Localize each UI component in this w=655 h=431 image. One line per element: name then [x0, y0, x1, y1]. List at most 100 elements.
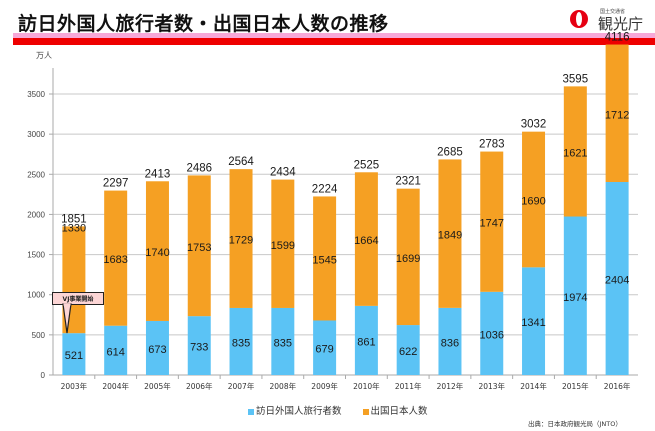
segment-value-label: 1330	[62, 222, 86, 234]
bar-segment-outbound	[271, 179, 295, 308]
total-value-label: 2685	[437, 146, 463, 158]
bar-segment-outbound	[396, 188, 420, 326]
bar-segment-outbound	[229, 169, 253, 308]
chart-legend: 訪日外国人旅行者数 出国日本人数	[248, 403, 446, 417]
total-value-label: 2224	[312, 183, 338, 195]
bar-segment-outbound	[354, 172, 378, 306]
title-underline-pink	[13, 33, 655, 39]
segment-value-label: 1699	[396, 253, 420, 265]
total-value-label: 2297	[103, 178, 129, 190]
bar-segment-visitors	[605, 181, 629, 375]
segment-value-label: 1712	[605, 109, 629, 121]
segment-value-label: 521	[65, 350, 83, 362]
bar-segment-outbound	[313, 196, 337, 321]
y-tick-label: 0	[41, 371, 46, 380]
bar-segment-visitors	[187, 316, 211, 375]
logo-ministry-text: 国土交通省	[600, 9, 626, 15]
bar-segment-visitors	[62, 333, 86, 375]
x-tick-label: 2004年	[102, 381, 129, 391]
x-tick-label: 2010年	[353, 381, 380, 391]
bar-segment-outbound	[563, 86, 587, 217]
total-value-label: 3032	[521, 119, 547, 131]
segment-value-label: 673	[148, 344, 166, 356]
segment-value-label: 1690	[521, 195, 545, 207]
bar-segment-visitors	[480, 291, 504, 375]
source-note: 出典：日本政府観光局（JNTO）	[528, 420, 622, 428]
total-value-label: 2434	[270, 167, 296, 179]
x-tick-label: 2005年	[144, 381, 171, 391]
bar-segment-outbound	[145, 181, 169, 321]
x-tick-label: 2008年	[270, 381, 297, 391]
segment-value-label: 861	[357, 336, 375, 348]
segment-value-label: 1545	[312, 254, 336, 266]
bar-segment-visitors	[229, 307, 253, 375]
bar-segment-visitors	[104, 325, 128, 375]
y-tick-label: 2000	[27, 210, 45, 219]
logo-agency-text: 観光庁	[598, 15, 644, 33]
bar-segment-outbound	[522, 131, 546, 268]
segment-value-label: 679	[315, 344, 333, 356]
segment-value-label: 733	[190, 342, 208, 354]
x-tick-label: 2009年	[311, 381, 338, 391]
bar-segment-visitors	[522, 267, 546, 375]
total-value-label: 2321	[395, 176, 421, 188]
y-tick-label: 1500	[27, 251, 45, 260]
segment-value-label: 1599	[271, 240, 295, 252]
x-tick-label: 2014年	[520, 381, 547, 391]
total-value-label: 2413	[145, 168, 171, 180]
bar-segment-visitors	[438, 307, 462, 375]
bar-segment-visitors	[563, 216, 587, 375]
bar-segment-visitors	[313, 320, 337, 375]
bar-segment-outbound	[187, 175, 211, 317]
bar-segment-outbound	[104, 190, 128, 326]
y-axis-unit-label: 万人	[36, 51, 52, 60]
total-value-label: 1851	[61, 213, 87, 225]
total-value-label: 2783	[479, 139, 505, 151]
x-tick-label: 2011年	[395, 381, 422, 391]
legend-item-visitors: 訪日外国人旅行者数	[248, 403, 342, 417]
x-tick-label: 2003年	[61, 381, 88, 391]
y-tick-label: 2500	[27, 170, 45, 179]
segment-value-label: 1036	[480, 329, 504, 341]
title-underline-red	[13, 38, 655, 45]
segment-value-label: 1747	[480, 218, 504, 230]
segment-value-label: 836	[441, 337, 459, 349]
total-value-label: 2486	[186, 162, 212, 174]
bar-segment-visitors	[145, 320, 169, 375]
y-tick-label: 3000	[27, 130, 45, 139]
y-tick-label: 500	[32, 331, 46, 340]
segment-value-label: 1849	[438, 230, 462, 242]
total-value-label: 2525	[354, 159, 380, 171]
segment-value-label: 1683	[103, 254, 127, 266]
legend-label-visitors: 訪日外国人旅行者数	[256, 406, 342, 417]
total-value-label: 3595	[563, 73, 589, 85]
x-tick-label: 2007年	[228, 381, 255, 391]
x-tick-label: 2016年	[604, 381, 631, 391]
page-title: 訪日外国人旅行者数・出国日本人数の推移	[18, 13, 389, 35]
vj-callout: VJ事業開始	[52, 292, 104, 305]
segment-value-label: 1974	[563, 292, 587, 304]
jta-logo: 国土交通省 観光庁	[570, 8, 650, 33]
legend-item-outbound: 出国日本人数	[362, 403, 428, 417]
segment-value-label: 1740	[145, 247, 169, 259]
segment-value-label: 835	[232, 337, 250, 349]
segment-value-label: 2404	[605, 274, 629, 286]
x-tick-label: 2013年	[478, 381, 505, 391]
segment-value-label: 1664	[354, 235, 378, 247]
total-value-label: 2564	[228, 156, 254, 168]
bar-segment-outbound	[480, 151, 504, 292]
x-tick-label: 2006年	[186, 381, 213, 391]
bar-segment-visitors	[271, 307, 295, 375]
y-tick-label: 1000	[27, 291, 45, 300]
segment-value-label: 1621	[563, 147, 587, 159]
legend-swatch-orange	[362, 408, 369, 415]
segment-value-label: 1341	[521, 317, 545, 329]
total-value-label: 4116	[605, 32, 630, 44]
x-tick-label: 2015年	[562, 381, 589, 391]
segment-value-label: 1753	[187, 242, 211, 254]
legend-swatch-blue	[248, 408, 254, 415]
bar-segment-visitors	[354, 305, 378, 375]
segment-value-label: 835	[274, 337, 292, 349]
